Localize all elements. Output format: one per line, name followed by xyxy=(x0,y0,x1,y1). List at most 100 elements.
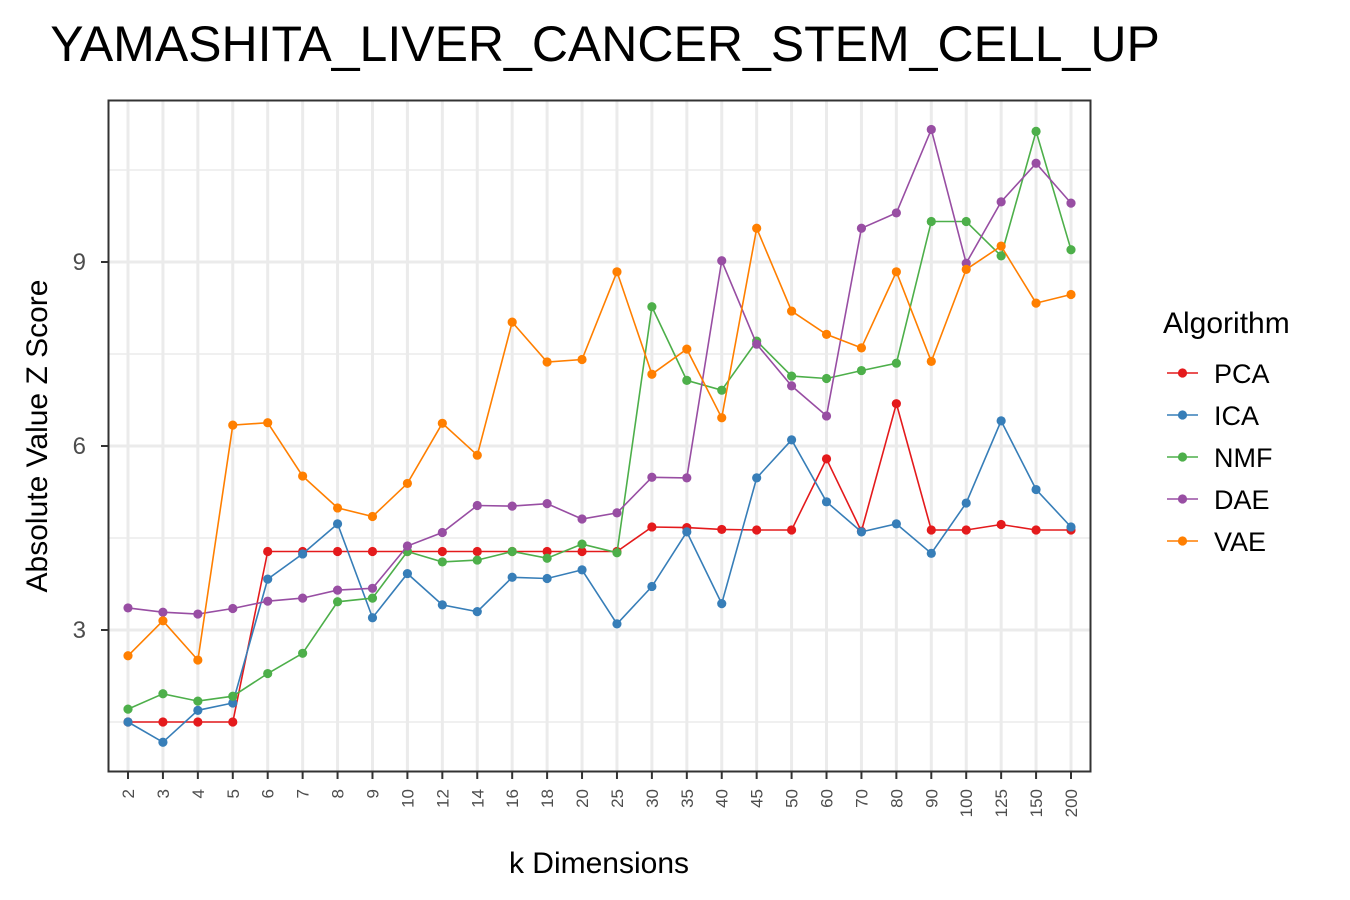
legend-key-point xyxy=(1177,410,1188,420)
data-point xyxy=(961,216,971,227)
y-tick-label: 9 xyxy=(73,249,86,276)
data-point xyxy=(1031,126,1041,136)
x-tick-label: 4 xyxy=(189,789,208,798)
data-point xyxy=(123,603,133,613)
data-point xyxy=(123,717,133,727)
data-point xyxy=(682,473,692,483)
data-point xyxy=(437,557,447,567)
data-point xyxy=(926,356,936,366)
data-point xyxy=(612,267,622,277)
data-point xyxy=(577,354,587,365)
x-tick-label: 10 xyxy=(398,789,417,808)
data-point xyxy=(228,717,238,727)
data-point xyxy=(752,525,762,535)
legend-item-vae: VAE xyxy=(1167,527,1266,557)
legend-key-point xyxy=(1177,452,1188,462)
series-line xyxy=(127,225,1072,662)
data-point xyxy=(228,691,238,701)
series-nmf xyxy=(123,126,1076,714)
data-point xyxy=(123,651,133,661)
x-tick-label: 5 xyxy=(224,789,243,798)
data-point xyxy=(786,435,797,445)
data-point xyxy=(542,573,552,584)
data-point xyxy=(507,501,517,511)
legend-item-pca: PCA xyxy=(1167,359,1270,389)
series-line xyxy=(127,128,1072,710)
data-point xyxy=(612,619,622,629)
series-ica xyxy=(123,416,1076,747)
legend-item-dae: DAE xyxy=(1167,485,1270,515)
x-tick-label: 9 xyxy=(363,789,382,798)
legend-item-nmf: NMF xyxy=(1167,443,1272,473)
data-point xyxy=(1031,158,1041,168)
data-point xyxy=(891,399,901,409)
data-point xyxy=(367,593,378,603)
x-tick-label: 100 xyxy=(957,789,976,817)
data-point xyxy=(158,689,168,699)
data-point xyxy=(891,358,901,368)
data-point xyxy=(263,574,273,584)
y-axis: 3 6 9 xyxy=(73,249,108,644)
x-tick-label: 50 xyxy=(783,789,802,808)
x-tick-label: 3 xyxy=(154,789,173,798)
data-point xyxy=(1066,198,1076,208)
data-point xyxy=(856,527,867,537)
legend-label: VAE xyxy=(1214,527,1266,557)
data-point xyxy=(612,508,622,518)
data-point xyxy=(682,344,692,354)
legend-label: DAE xyxy=(1214,485,1270,515)
data-point xyxy=(577,514,587,524)
x-axis: 2 3 4 5 6 7 8 9 10 12 14 16 18 20 25 30 35 40 45 50 60 70 80 90… xyxy=(119,772,1081,817)
data-point xyxy=(193,655,203,665)
legend-key-point xyxy=(1177,368,1188,378)
x-tick-label: 16 xyxy=(503,789,522,808)
data-point xyxy=(123,704,133,714)
x-axis-title: k Dimensions xyxy=(509,847,689,880)
data-point xyxy=(752,223,762,233)
x-tick-label: 35 xyxy=(678,789,697,808)
data-point xyxy=(472,500,482,511)
major-gridlines xyxy=(109,101,1090,771)
data-point xyxy=(926,525,936,535)
x-tick-label: 14 xyxy=(468,789,487,808)
legend-key-point xyxy=(1177,536,1188,546)
data-point xyxy=(298,549,308,559)
data-point xyxy=(717,385,727,395)
data-point xyxy=(1031,484,1041,495)
data-point xyxy=(367,583,378,593)
data-point xyxy=(961,264,971,274)
x-tick-label: 60 xyxy=(818,789,837,808)
data-point xyxy=(332,597,343,607)
data-point xyxy=(228,603,238,614)
y-axis-title: Absolute Value Z Score xyxy=(21,280,54,593)
data-point xyxy=(856,223,867,233)
data-point xyxy=(612,548,622,558)
data-point xyxy=(298,593,308,603)
data-point xyxy=(821,411,832,421)
data-point xyxy=(437,527,447,538)
x-tick-label: 20 xyxy=(573,789,592,808)
data-point xyxy=(158,607,168,617)
data-point xyxy=(961,525,971,535)
data-point xyxy=(996,241,1006,251)
data-point xyxy=(542,499,552,509)
x-tick-label: 90 xyxy=(922,789,941,808)
x-tick-label: 30 xyxy=(643,789,662,808)
data-point xyxy=(158,737,168,747)
data-point xyxy=(437,546,447,557)
data-point xyxy=(193,705,203,715)
legend-label: NMF xyxy=(1214,443,1272,473)
data-point xyxy=(717,413,727,423)
data-point xyxy=(752,339,762,349)
data-point xyxy=(647,522,657,532)
data-point xyxy=(1066,289,1076,300)
data-point xyxy=(647,302,657,312)
data-point xyxy=(996,251,1006,261)
data-point xyxy=(437,600,447,610)
data-point xyxy=(821,329,832,339)
data-point xyxy=(996,416,1006,426)
data-point xyxy=(577,565,587,575)
data-point xyxy=(332,503,343,513)
data-point xyxy=(332,546,343,557)
data-point xyxy=(402,541,413,551)
